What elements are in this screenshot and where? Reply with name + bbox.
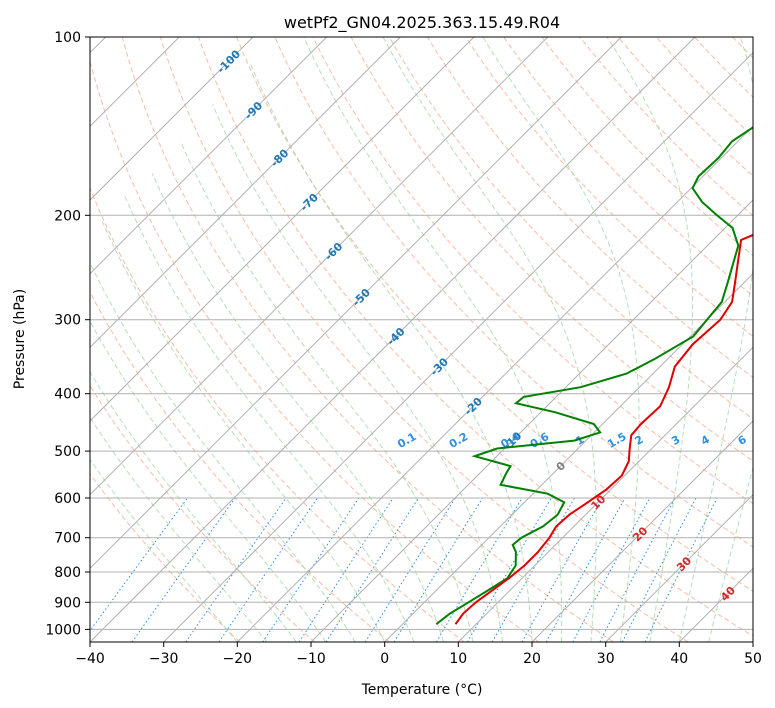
moist-adiabat — [249, 61, 533, 642]
dry-adiabat — [426, 37, 753, 378]
isotherm-line — [605, 493, 753, 642]
mixing-ratio-line — [599, 497, 676, 642]
x-tick-label: 0 — [380, 651, 389, 667]
mixing-ratio-line — [435, 497, 523, 642]
isotherm-line — [90, 37, 401, 349]
dry-adiabat — [465, 37, 753, 337]
dry-adiabat — [503, 37, 753, 297]
moist-adiabat — [101, 221, 386, 642]
dry-adiabat — [90, 384, 316, 642]
y-tick-label: 900 — [54, 595, 81, 611]
x-tick-label: 30 — [597, 651, 615, 667]
plot-area: -100-90-80-70-60-50-40-30-20-10 0 102030… — [90, 37, 753, 642]
dry-adiabat — [579, 37, 753, 217]
dry-adiabat — [90, 186, 465, 642]
dry-adiabat — [159, 37, 689, 642]
mixing-ratio-line — [644, 497, 718, 642]
mixing-ratio-line — [621, 497, 697, 642]
mixing-ratio-line — [90, 497, 189, 632]
moist-adiabat — [90, 370, 297, 642]
isotherm-line — [90, 37, 549, 496]
moist-adiabat — [606, 37, 694, 642]
isotherm-line — [90, 37, 622, 570]
x-axis-label: Temperature (°C) — [361, 682, 483, 698]
moist-adiabat — [678, 37, 753, 642]
mixing-ratio-line — [262, 497, 360, 642]
isotherm-line — [531, 420, 753, 642]
temperature-line — [454, 233, 753, 625]
moist-adiabat — [123, 195, 415, 642]
moist-adiabat — [90, 416, 268, 642]
x-tick-label: −30 — [149, 651, 179, 667]
y-axis-ticks: 1000 900 800 700 600 500 400 300 200 100 — [45, 30, 90, 638]
x-tick-label: −40 — [75, 651, 105, 667]
x-tick-label: 40 — [670, 651, 688, 667]
mixing-ratio-lines — [90, 497, 718, 642]
y-tick-label: 300 — [54, 313, 81, 329]
isotherm-line — [90, 37, 696, 642]
dry-adiabat — [312, 37, 753, 505]
isotherm-line — [457, 346, 753, 642]
mixing-ratio-line — [131, 497, 236, 642]
moist-adiabat — [90, 458, 238, 642]
x-tick-label: 10 — [449, 651, 467, 667]
x-tick-label: −20 — [223, 651, 253, 667]
y-tick-label: 100 — [54, 30, 81, 46]
x-tick-label: −10 — [296, 651, 326, 667]
isotherm-line — [236, 125, 753, 642]
dry-adiabat — [274, 37, 753, 548]
y-tick-label: 700 — [54, 531, 81, 547]
mixing-ratio-line — [393, 497, 483, 642]
moist-adiabat — [212, 104, 503, 642]
isotherm-line — [90, 37, 475, 422]
dry-adiabat — [121, 37, 614, 642]
y-tick-label: 500 — [54, 444, 81, 460]
y-tick-label: 1000 — [45, 622, 81, 638]
isotherm-line — [90, 37, 254, 201]
x-tick-label: 50 — [744, 651, 762, 667]
chart-title: wetPf2_GN04.2025.363.15.49.R04 — [284, 13, 560, 33]
y-tick-label: 200 — [54, 208, 81, 224]
moist-adiabat — [151, 173, 445, 642]
plot-frame — [89, 36, 754, 643]
isotherm-line — [90, 37, 328, 275]
moist-adiabat — [482, 37, 640, 642]
moist-adiabats — [90, 37, 753, 642]
moist-adiabat — [708, 465, 753, 642]
isotherm-line — [310, 199, 753, 642]
moist-adiabat — [303, 37, 563, 642]
dry-adiabat — [90, 472, 241, 642]
x-tick-label: 20 — [523, 651, 541, 667]
y-axis-label: Pressure (hPa) — [12, 289, 28, 389]
dry-adiabat — [90, 59, 540, 642]
mixing-ratio-line — [545, 497, 626, 642]
mixing-ratio-line — [364, 497, 456, 642]
moist-adiabat — [90, 320, 327, 642]
dry-adiabat — [90, 291, 390, 642]
y-tick-label: 400 — [54, 387, 81, 403]
y-tick-label: 600 — [54, 491, 81, 507]
dewpoint-line — [435, 126, 753, 625]
moist-adiabat — [90, 261, 356, 642]
y-tick-label: 800 — [54, 565, 81, 581]
moist-adiabat — [382, 37, 597, 642]
dry-adiabat — [236, 37, 753, 592]
pressure-gridlines — [90, 37, 753, 630]
dry-adiabat — [350, 37, 753, 462]
mixing-ratio-line — [572, 497, 651, 642]
isotherm-line — [163, 51, 753, 642]
x-axis-ticks: −40 −30 −20 −10 0 10 20 30 40 50 — [75, 642, 762, 667]
dry-adiabats — [90, 37, 753, 642]
